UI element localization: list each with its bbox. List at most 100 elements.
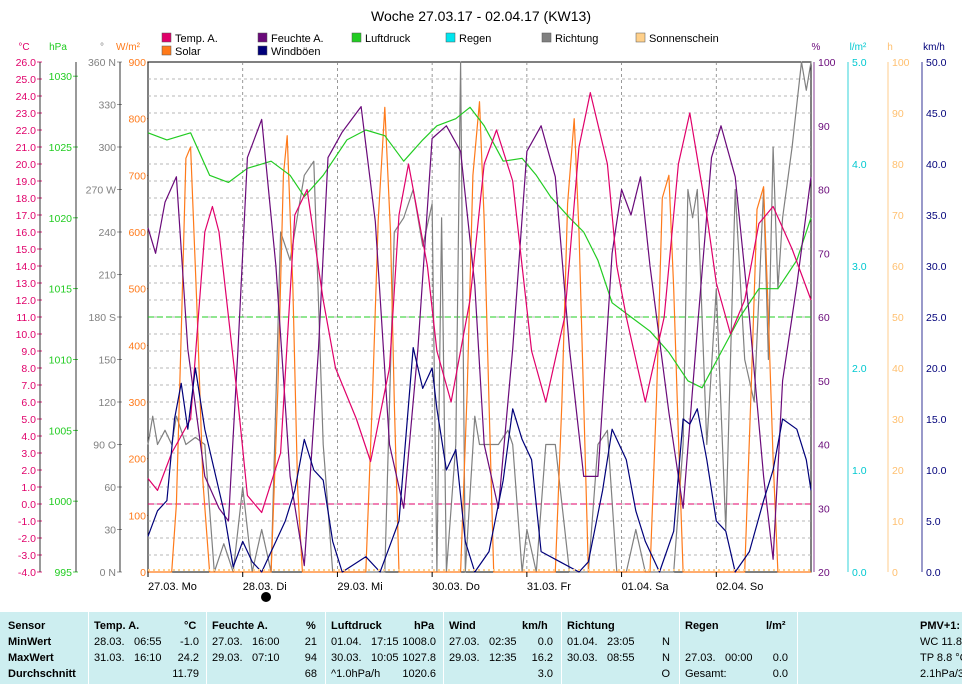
legend-swatch bbox=[257, 32, 268, 43]
direction-tick-label: 150 bbox=[98, 355, 116, 367]
wind-min-value: 0.0 bbox=[537, 636, 553, 648]
wind-min-time: 02:35 bbox=[489, 636, 517, 648]
direction-max-time: 08:55 bbox=[607, 652, 635, 664]
direction-tick-label: 270 W bbox=[86, 185, 116, 197]
series-line bbox=[147, 92, 812, 514]
moon-phase-icon bbox=[261, 592, 271, 602]
wind-tick-label: 10.0 bbox=[926, 465, 947, 477]
legend-swatch bbox=[635, 32, 646, 43]
pressure-header: Luftdruck bbox=[331, 620, 382, 632]
solar-tick-label: 0 bbox=[140, 567, 146, 579]
direction-tick-label: 90 O bbox=[93, 440, 116, 452]
humidity-tick-label: 70 bbox=[818, 248, 830, 260]
temp-axis-unit: °C bbox=[18, 42, 29, 53]
temp-tick-label: 18.0 bbox=[16, 193, 37, 205]
direction-axis-unit: ° bbox=[100, 42, 104, 53]
humidity-tick-label: 80 bbox=[818, 185, 830, 197]
temp-tick-label: 19.0 bbox=[16, 176, 37, 188]
x-tick-label: 02.04. So bbox=[716, 581, 763, 593]
legend-swatch bbox=[257, 45, 268, 56]
humidity-tick-label: 90 bbox=[818, 121, 830, 133]
legend-label: Luftdruck bbox=[365, 33, 411, 45]
temp-tick-label: 14.0 bbox=[16, 261, 37, 273]
temp-min-date: 28.03. bbox=[94, 636, 125, 648]
solar-tick-label: 100 bbox=[128, 510, 146, 522]
rain-max-time: 00:00 bbox=[725, 652, 753, 664]
wind-tick-label: 35.0 bbox=[926, 210, 947, 222]
rain-unit: l/m² bbox=[766, 620, 786, 632]
x-tick-label: 27.03. Mo bbox=[148, 581, 197, 593]
humidity-tick-label: 30 bbox=[818, 503, 830, 515]
wind-max-date: 29.03. bbox=[449, 652, 480, 664]
temp-tick-label: 20.0 bbox=[16, 159, 37, 171]
temp-unit: °C bbox=[184, 620, 197, 632]
temp-tick-label: -2.0 bbox=[18, 533, 36, 545]
humidity-tick-label: 60 bbox=[818, 312, 830, 324]
pressure-tick-label: 995 bbox=[54, 567, 72, 579]
temp-header: Temp. A. bbox=[94, 620, 140, 632]
wind-tick-label: 20.0 bbox=[926, 363, 947, 375]
pressure-avg-value: 1020.6 bbox=[402, 668, 436, 680]
x-axis: 27.03. Mo 28.03. Di 29.03. Mi 30.03. Do 31.0… bbox=[147, 572, 763, 593]
direction-avg-value: O bbox=[661, 668, 670, 680]
x-tick-label: 29.03. Mi bbox=[337, 581, 382, 593]
solar-tick-label: 500 bbox=[128, 284, 146, 296]
temp-tick-label: -1.0 bbox=[18, 516, 36, 528]
pressure-max-value: 1027.8 bbox=[402, 652, 436, 664]
direction-tick-label: 330 bbox=[98, 100, 116, 112]
temp-tick-label: 15.0 bbox=[16, 244, 37, 256]
wind-max-value: 16.2 bbox=[531, 652, 553, 664]
wind-unit: km/h bbox=[522, 620, 548, 632]
legend-swatch bbox=[161, 32, 172, 43]
series-line bbox=[147, 347, 812, 573]
temp-tick-label: 13.0 bbox=[16, 278, 37, 290]
row-label-avg: Durchschnitt bbox=[8, 668, 76, 680]
temp-tick-label: 8.0 bbox=[21, 363, 36, 375]
temp-tick-label: -3.0 bbox=[18, 550, 36, 562]
x-tick-label: 31.03. Fr bbox=[527, 581, 571, 593]
rain-max-value: 0.0 bbox=[772, 652, 788, 664]
direction-tick-label: 180 S bbox=[89, 312, 116, 324]
temp-tick-label: 2.0 bbox=[21, 465, 36, 477]
temp-tick-label: 3.0 bbox=[21, 448, 36, 460]
temp-tick-label: 23.0 bbox=[16, 108, 37, 120]
direction-tick-label: 210 bbox=[98, 270, 116, 282]
direction-tick-label: 30 bbox=[104, 525, 116, 537]
pressure-axis-unit: hPa bbox=[49, 42, 67, 53]
direction-tick-label: 120 bbox=[98, 397, 116, 409]
pressure-min-value: 1008.0 bbox=[402, 636, 436, 648]
direction-tick-label: 0 N bbox=[100, 567, 116, 579]
pressure-unit: hPa bbox=[414, 620, 435, 632]
solar-tick-label: 600 bbox=[128, 227, 146, 239]
legend-label: Sonnenschein bbox=[649, 33, 719, 45]
temp-max-value: 24.2 bbox=[177, 652, 199, 664]
pmv-tp: TP 8.8 °C bbox=[920, 652, 962, 664]
temp-tick-label: 11.0 bbox=[16, 312, 36, 324]
humidity-avg-value: 68 bbox=[304, 668, 317, 680]
temp-max-time: 16:10 bbox=[134, 652, 162, 664]
humidity-axis-unit: % bbox=[812, 42, 821, 53]
temp-tick-label: 24.0 bbox=[16, 91, 37, 103]
pressure-trend: ^1.0hPa/h bbox=[331, 668, 381, 680]
legend-swatch bbox=[541, 32, 552, 43]
temp-tick-label: 10.0 bbox=[16, 329, 37, 341]
rain-tick-label: 5.0 bbox=[852, 57, 867, 69]
humidity-min-time: 16:00 bbox=[252, 636, 280, 648]
temp-tick-label: 0.0 bbox=[21, 499, 36, 511]
legend-label: Richtung bbox=[555, 33, 598, 45]
legend-label: Feuchte A. bbox=[271, 33, 324, 45]
temp-max-date: 31.03. bbox=[94, 652, 125, 664]
temp-tick-label: 9.0 bbox=[21, 346, 36, 358]
wind-tick-label: 25.0 bbox=[926, 312, 947, 324]
humidity-min-value: 21 bbox=[304, 636, 317, 648]
x-tick-label: 01.04. Sa bbox=[622, 581, 670, 593]
pressure-min-time: 17:15 bbox=[371, 636, 399, 648]
series-line bbox=[148, 101, 811, 573]
humidity-max-time: 07:10 bbox=[252, 652, 280, 664]
wind-tick-label: 15.0 bbox=[926, 414, 947, 426]
pmv-wc: WC 11.8 bbox=[920, 636, 962, 648]
row-label-max: MaxWert bbox=[8, 652, 54, 664]
rain-tick-label: 0.0 bbox=[852, 567, 867, 579]
series-line bbox=[147, 106, 812, 389]
temp-tick-label: 16.0 bbox=[16, 227, 37, 239]
